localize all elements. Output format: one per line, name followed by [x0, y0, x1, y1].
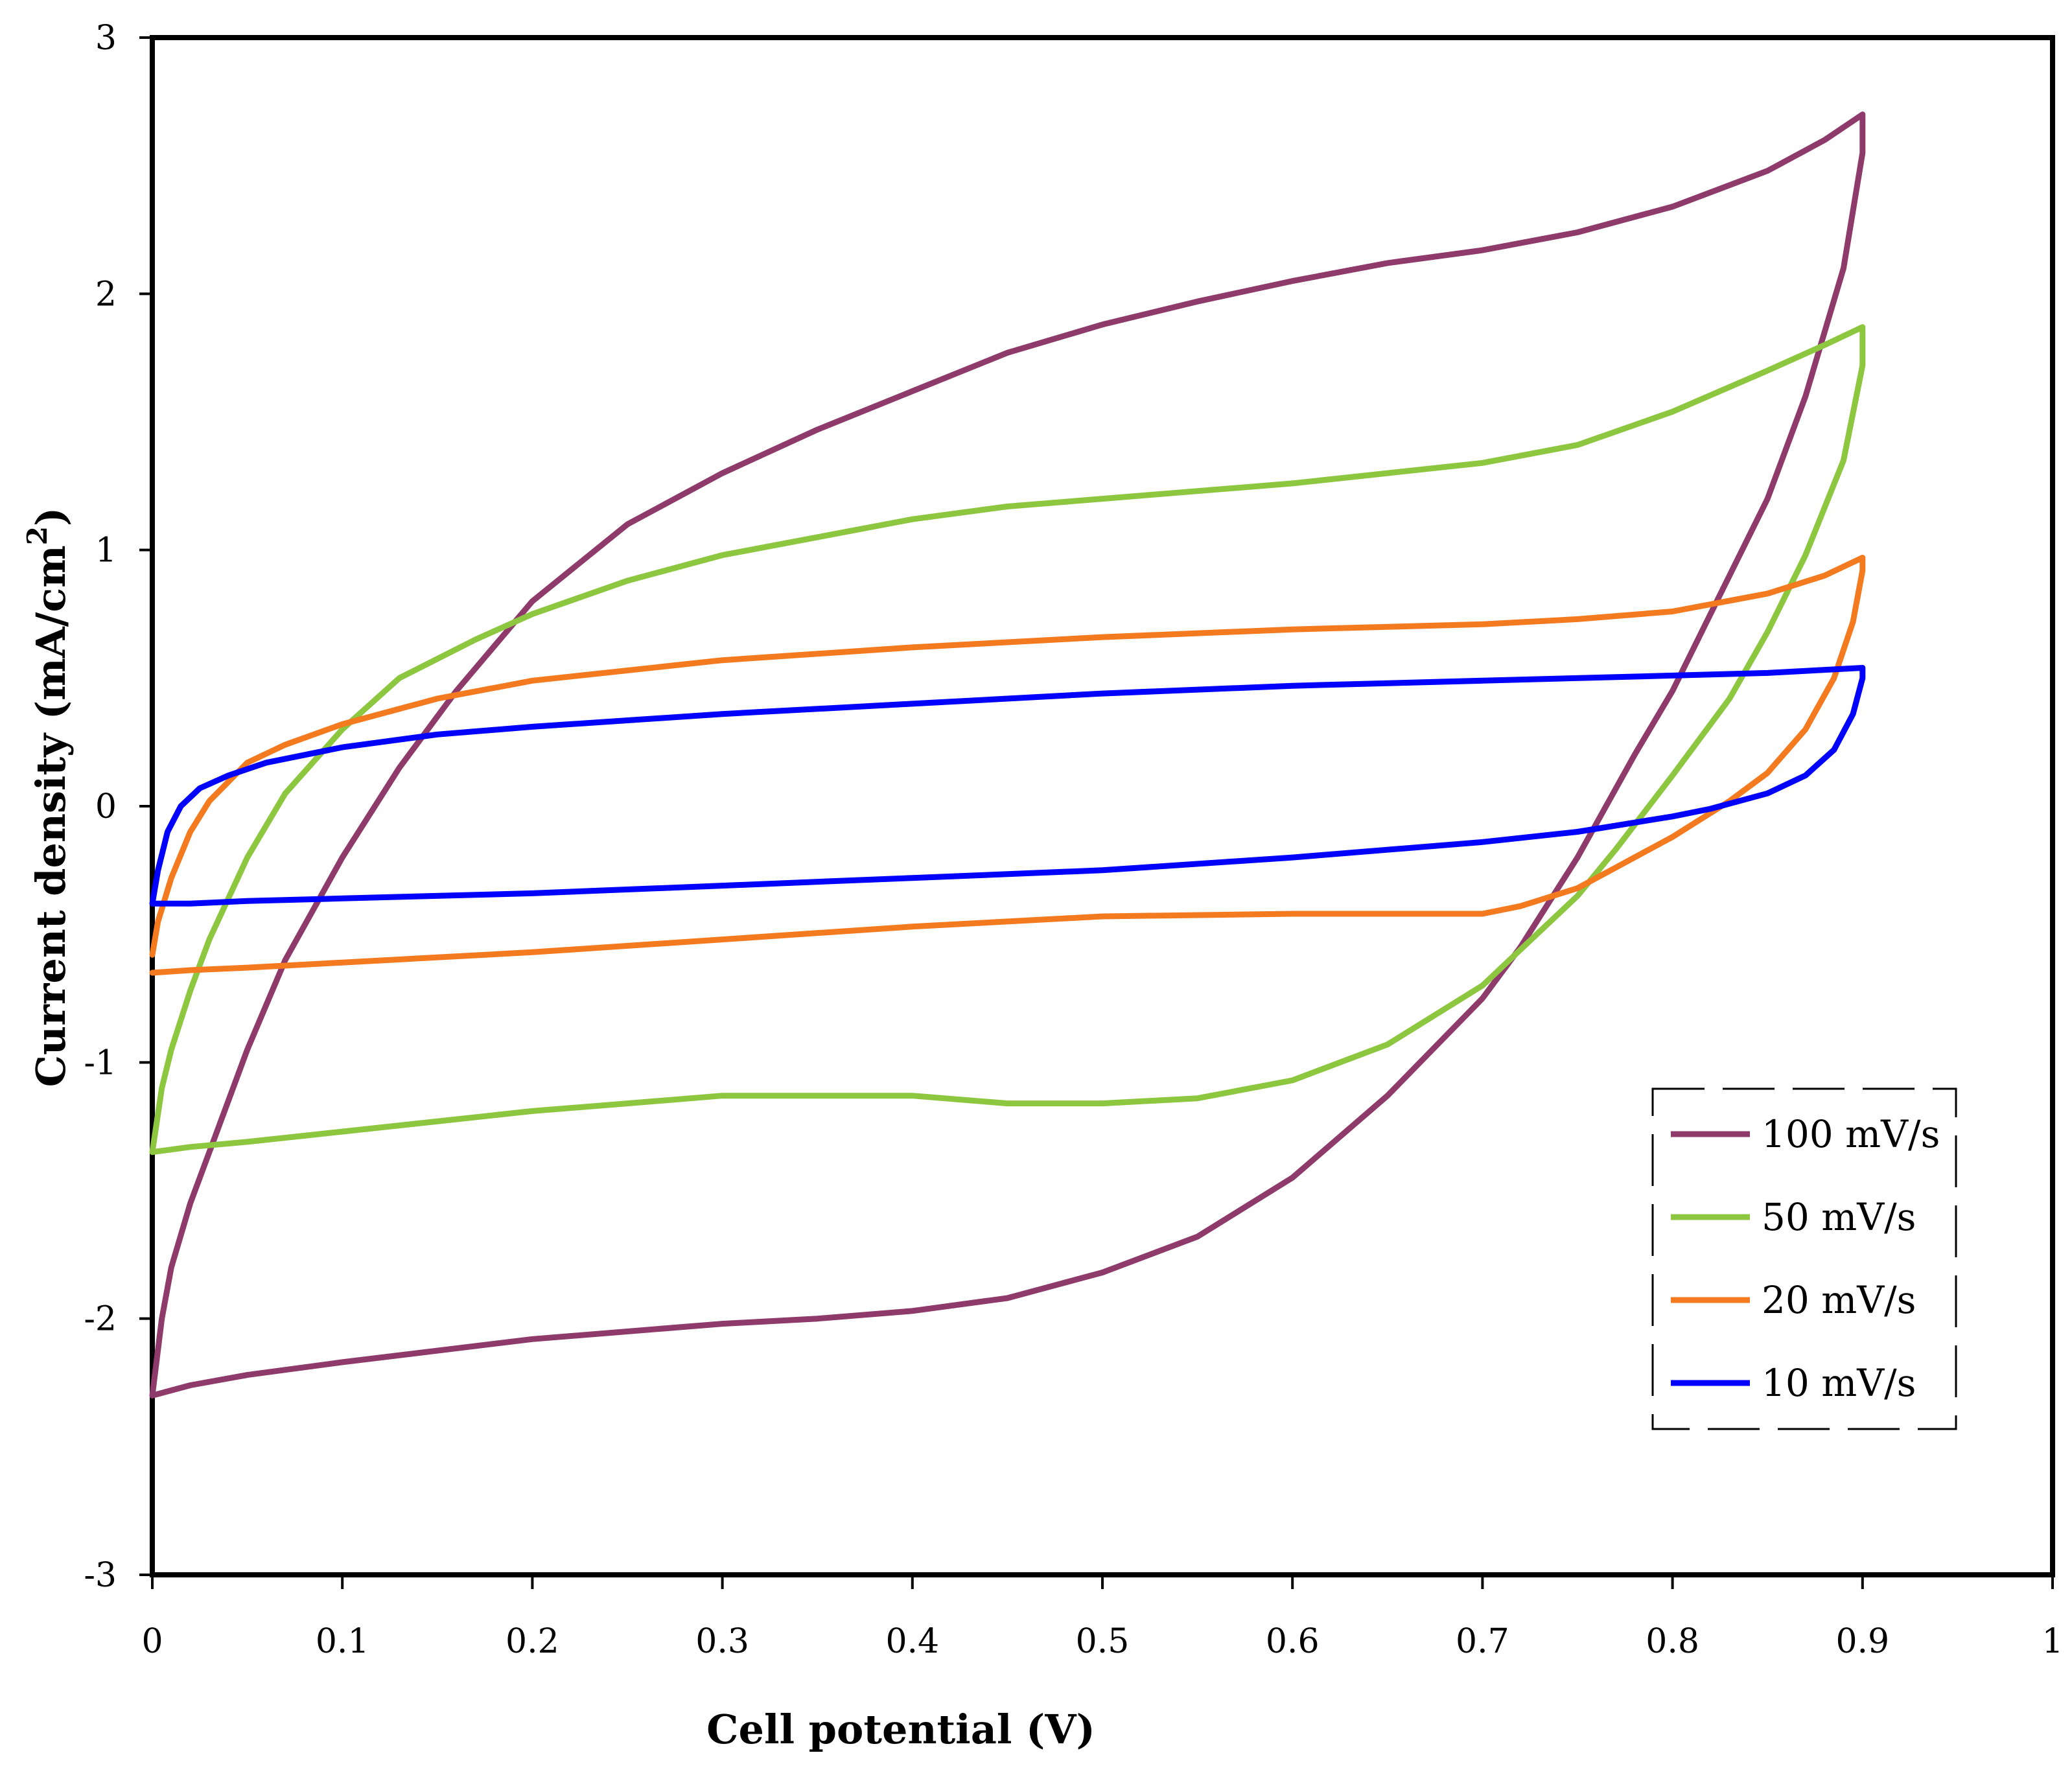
series-layer: [149, 111, 1866, 1399]
x-tick-label: 0: [141, 1622, 163, 1661]
x-tick-label: 0.4: [885, 1622, 939, 1661]
legend-items: 100 mV/s 50 mV/s 20 mV/s 10 mV/s: [1671, 1112, 1940, 1405]
legend-label: 20 mV/s: [1762, 1278, 1916, 1322]
series-line-1: [149, 111, 1866, 1399]
x-tick-label: 0.3: [695, 1622, 749, 1661]
y-axis: -3 -2 -1 0 1 2 3: [84, 19, 152, 1595]
x-tick-label: 0.5: [1076, 1622, 1130, 1661]
x-axis-title: Cell potential (V): [706, 1706, 1095, 1753]
series-line-4: [149, 665, 1866, 907]
y-axis-title: Current density (mA/cm2): [21, 507, 75, 1087]
x-tick-label: 0.7: [1456, 1622, 1509, 1661]
y-axis-title-close: ): [27, 507, 75, 526]
x-axis: 0 0.1 0.2 0.3 0.4 0.5 0.6 0.7 0.8 0.9 1: [141, 1575, 2064, 1661]
x-tick-label: 0.1: [316, 1622, 369, 1661]
series-line-2: [149, 324, 1866, 1156]
y-tick-label: 3: [95, 19, 117, 58]
x-tick-label: 0.2: [506, 1622, 559, 1661]
x-tick-label: 0.8: [1646, 1622, 1699, 1661]
legend-box: [1651, 1087, 1957, 1430]
x-tick-label: 0.6: [1266, 1622, 1320, 1661]
legend-label: 50 mV/s: [1762, 1195, 1916, 1239]
y-tick-label: -1: [84, 1043, 117, 1082]
y-tick-label: 2: [95, 275, 117, 314]
y-tick-label: -3: [84, 1556, 117, 1595]
x-tick-label: 1: [2042, 1622, 2063, 1661]
series-line-3: [149, 555, 1866, 976]
legend: 100 mV/s 50 mV/s 20 mV/s 10 mV/s: [1651, 1087, 1957, 1430]
y-tick-label: -2: [84, 1300, 117, 1339]
x-tick-label: 0.9: [1835, 1622, 1889, 1661]
y-tick-label: 0: [95, 787, 117, 826]
y-axis-title-superscript: 2: [21, 526, 53, 545]
y-tick-label: 1: [95, 531, 117, 570]
legend-label: 10 mV/s: [1762, 1361, 1916, 1405]
legend-label: 100 mV/s: [1762, 1112, 1940, 1156]
y-axis-title-main: Current density (mA/cm: [27, 545, 75, 1087]
